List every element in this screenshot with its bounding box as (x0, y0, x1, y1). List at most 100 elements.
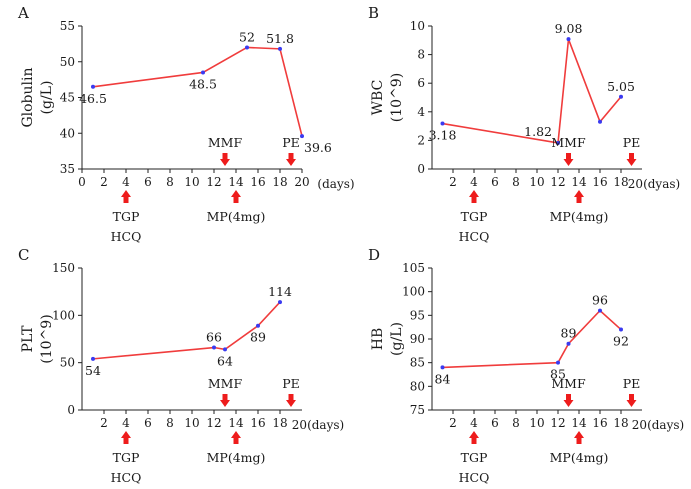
panel-a-xtick-label-10: 20 (294, 175, 309, 189)
panel-d-treatment-above-arrow-0 (563, 394, 574, 407)
panel-b-treatment-above-label-0: MMF (551, 135, 586, 150)
panel-b-treatment-above-arrow-0 (563, 153, 574, 166)
panel-a-point-1 (201, 70, 205, 75)
panel-d-xtick-label-3: 8 (512, 416, 520, 430)
panel-a-treatment-below-arrow-0 (121, 190, 131, 203)
panel-c-xtick-label-8: 18 (272, 416, 287, 430)
panel-b-treatment-above-label-1: PE (623, 135, 641, 150)
panel-a-ytick-label-0: 35 (60, 162, 75, 176)
panel-d-point-3 (598, 308, 602, 313)
panel-d-ytick-label-1: 80 (410, 379, 425, 393)
panel-d-treatment-above-label-1: PE (623, 376, 641, 391)
panel-d-data-label-2: 89 (561, 326, 577, 341)
panel-a-data-label-2: 52 (239, 29, 255, 44)
panel-a-series-line (92, 46, 303, 137)
panel-c-xtick-label-3: 8 (166, 416, 174, 430)
panel-d-ylabel-line-1: (g/L) (389, 322, 405, 356)
panel-a-treatment-below-label-0-0: TGP (113, 209, 140, 224)
panel-b-xtick-label-5: 12 (550, 175, 565, 189)
panel-c-point-2 (223, 347, 227, 352)
panel-d-data-label-3: 96 (592, 293, 608, 308)
panel-c-treatment-above-label-0: MMF (208, 376, 243, 391)
panel-b-treatment-below-label-0-0: TGP (461, 209, 488, 224)
panel-a-x-unit: (days) (317, 177, 354, 191)
panel-c-xtick-label-1: 4 (122, 416, 130, 430)
panel-a-point-2 (245, 45, 249, 50)
panel-c-xtick-label-7: 16 (250, 416, 265, 430)
panel-a-ylabel-line-0: Globulin (20, 67, 36, 127)
panel-d-xtick-label-8: 18 (613, 416, 628, 430)
panel-b-xtick-label-0: 2 (449, 175, 457, 189)
panel-c-xtick-label-5: 12 (206, 416, 221, 430)
panel-d-ytick-label-2: 85 (410, 356, 425, 370)
panel-b-treatment-above-arrow-1 (626, 153, 637, 166)
panel-d-data-label-1: 85 (550, 367, 566, 382)
panel-b-xtick-label-2: 6 (491, 175, 499, 189)
panel-d-ytick-label-6: 105 (402, 261, 425, 275)
panel-b-xtick-label-1: 4 (470, 175, 478, 189)
panel-b-ytick-label-2: 4 (417, 105, 425, 119)
panel-b-ytick-label-5: 10 (410, 19, 425, 33)
panel-a-xtick-label-1: 2 (100, 175, 108, 189)
panel-a-treatment-above-arrow-0 (220, 153, 230, 166)
panel-c-xtick-label-2: 6 (144, 416, 152, 430)
panel-d-xtick-label-7: 16 (592, 416, 607, 430)
panel-d-treatment-below-label-0-1: HCQ (459, 470, 490, 485)
panel-d-ytick-label-3: 90 (410, 332, 425, 346)
panel-d-ytick-label-5: 100 (402, 285, 425, 299)
panel-d-point-4 (619, 327, 623, 332)
panel-a-point-0 (91, 84, 95, 89)
panel-c-treatment-above-label-1: PE (282, 376, 300, 391)
panel-a-point-3 (278, 46, 282, 51)
panel-b-x-unit: 20(dyas) (628, 177, 680, 191)
panel-a-label: A (17, 4, 29, 22)
panel-a-data-label-4: 39.6 (304, 140, 332, 155)
panel-a-ytick-label-4: 55 (60, 19, 75, 33)
panel-b-xtick-label-8: 18 (613, 175, 628, 189)
panel-c-data-label-1: 66 (206, 330, 222, 345)
panel-d-treatment-above-arrow-1 (626, 394, 637, 407)
panel-c-treatment-below-label-1-0: MP(4mg) (207, 450, 266, 465)
panel-c-point-0 (91, 356, 95, 361)
panel-c-data-label-4: 114 (268, 284, 292, 299)
panel-d-data-label-4: 92 (613, 334, 629, 349)
panel-b-treatment-below-label-0-1: HCQ (459, 229, 490, 244)
panel-a-xtick-label-9: 18 (272, 175, 287, 189)
panel-d-treatment-below-label-1-0: MP(4mg) (550, 450, 609, 465)
panel-b-data-label-4: 5.05 (607, 79, 635, 94)
panel-b-point-0 (440, 121, 445, 126)
panel-b-xtick-label-7: 16 (592, 175, 607, 189)
panel-d-ytick-label-0: 75 (410, 403, 425, 417)
panel-c-data-label-0: 54 (85, 363, 101, 378)
panel-a-treatment-below-arrow-1 (231, 190, 241, 203)
panel-a-xtick-label-3: 6 (144, 175, 152, 189)
panel-c-ylabel-line-1: (10^9) (39, 314, 55, 363)
panel-b-point-1 (556, 140, 560, 145)
panel-c-ylabel-line-0: PLT (20, 325, 36, 353)
panel-a-xtick-label-5: 10 (184, 175, 199, 189)
panel-b-ytick-label-1: 2 (417, 133, 425, 147)
panel-b-treatment-below-arrow-0 (469, 190, 479, 203)
panel-b-xtick-label-6: 14 (571, 175, 587, 189)
panel-a-treatment-above-arrow-1 (286, 153, 296, 166)
panel-a-treatment-below-label-0-1: HCQ (111, 229, 142, 244)
panel-a-treatment-above-label-1: PE (282, 135, 300, 150)
panel-d-point-2 (566, 341, 571, 346)
panel-c-ytick-label-1: 50 (60, 356, 75, 370)
panel-c-treatment-below-label-0-0: TGP (113, 450, 140, 465)
panel-b-data-label-2: 9.08 (555, 21, 583, 36)
panel-c-x-unit: 20(days) (292, 418, 344, 432)
panel-b-data-label-1: 1.82 (524, 124, 552, 139)
panel-d-label: D (368, 246, 380, 264)
panel-c-ytick-label-0: 0 (67, 403, 75, 417)
panel-a-xtick-label-6: 12 (206, 175, 221, 189)
panel-a-treatment-below-label-1-0: MP(4mg) (207, 209, 266, 224)
panel-b-label: B (368, 4, 379, 22)
panel-c-treatment-below-arrow-0 (121, 431, 131, 444)
panel-d-x-unit: 20(days) (632, 418, 684, 432)
panel-c-point-4 (278, 300, 282, 305)
panel-c-treatment-below-arrow-1 (231, 431, 241, 444)
panel-a-ytick-label-2: 45 (60, 91, 75, 105)
panel-a-xtick-label-2: 4 (122, 175, 130, 189)
